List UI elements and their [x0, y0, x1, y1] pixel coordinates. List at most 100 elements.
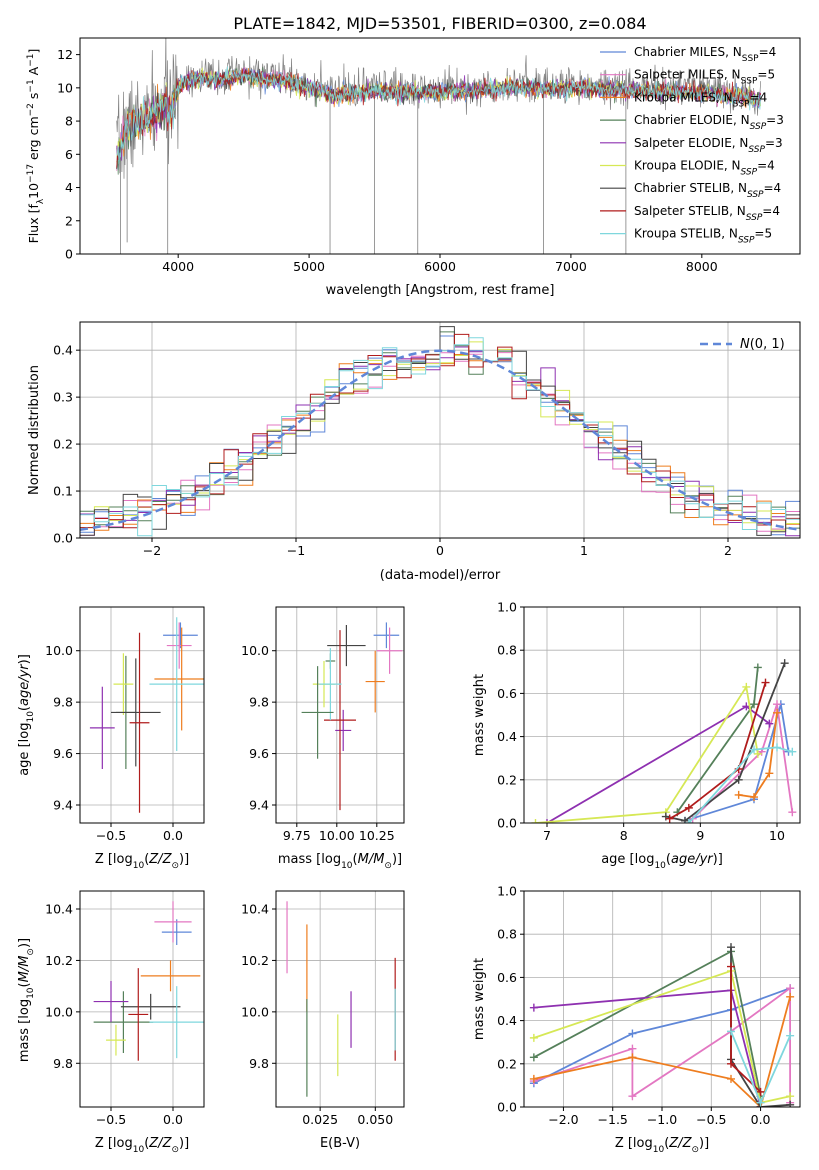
- mass-weight-point-marker: [727, 1059, 735, 1068]
- y-tick-label: 9.4: [53, 798, 73, 813]
- y-tick-label: 9.8: [53, 695, 73, 710]
- legend-entry-label: Kroupa STELIB, NSSP=5: [634, 227, 772, 246]
- y-tick-label: 9.6: [53, 746, 73, 761]
- y-tick-label: 0.4: [497, 729, 517, 744]
- y-tick-label: 1.0: [497, 884, 517, 899]
- legend-entry-label: Chabrier ELODIE, NSSP=3: [634, 113, 784, 132]
- mass-weight-point-marker: [727, 962, 735, 971]
- mass-weight-point-marker: [786, 1100, 795, 1107]
- plot-area: [116, 38, 762, 254]
- mass-weight-point-marker: [665, 814, 674, 823]
- mass-weight-point-marker: [786, 1031, 795, 1040]
- y-tick-label: 0.6: [497, 970, 517, 985]
- legend-entry-label: Chabrier STELIB, NSSP=4: [634, 181, 781, 200]
- y-tick-label: 0.6: [497, 686, 517, 701]
- plot-area: [531, 659, 797, 823]
- x-tick-label: 0.0: [751, 1112, 771, 1127]
- y-tick-label: 10.0: [241, 1004, 269, 1019]
- model-fit-line: [116, 66, 762, 164]
- mass-weight-point-marker: [788, 808, 797, 817]
- x-tick-label: 0: [436, 543, 444, 558]
- axes-frame: [523, 606, 801, 824]
- plot-area: [529, 943, 795, 1107]
- x-tick-label: 10.25: [359, 828, 395, 843]
- mass-weight-point-marker: [753, 749, 762, 758]
- mass-weight-point-marker: [753, 663, 762, 672]
- mass-weight-series-line: [535, 684, 759, 823]
- x-tick-label: 0.025: [302, 1112, 338, 1127]
- y-tick-label: 9.6: [249, 746, 269, 761]
- mass-weight-series-line: [669, 682, 767, 820]
- y-tick-label: 0.8: [497, 927, 517, 942]
- mass-weight-series-line: [692, 703, 794, 820]
- mass-weight-vs-Z-panel: −2.0 −1.5 −1.0 −0.5 0.0 0.0 0.2 0.4 0.6 0.8 1.0 Z […: [472, 884, 801, 1155]
- residual-histogram-step: [80, 326, 800, 536]
- x-tick-label: 0.0: [163, 828, 183, 843]
- mass-weight-point-marker: [684, 819, 693, 823]
- mass-weight-point-marker: [628, 1044, 637, 1053]
- x-tick-label: 1: [580, 543, 588, 558]
- x-tick-label: −0.5: [696, 1112, 726, 1127]
- mass-weight-point-marker: [773, 700, 781, 709]
- mass-vs-Z-x-axis-label: Z [log10(Z/Z⊙)]: [95, 1136, 189, 1155]
- mass-weight-point-marker: [750, 745, 758, 754]
- y-tick-label: 9.8: [249, 695, 269, 710]
- mass-weight-vs-age-y-axis-label: mass weight: [472, 674, 487, 756]
- spectrum-y-axis-label: Flux [fλ10−17 erg cm−2 s−1 A−1]: [26, 49, 46, 244]
- y-tick-label: 1.0: [497, 600, 517, 615]
- mass-weight-point-marker: [786, 1092, 795, 1101]
- mass-weight-point-marker: [727, 943, 735, 952]
- x-tick-label: −1.0: [647, 1112, 677, 1127]
- y-tick-label: 10: [57, 80, 73, 95]
- x-tick-label: −1.5: [598, 1112, 628, 1127]
- y-tick-label: 0.0: [53, 531, 73, 546]
- x-tick-label: 2: [724, 543, 732, 558]
- mass-weight-point-marker: [529, 1003, 538, 1012]
- mass-weight-series-line: [533, 986, 791, 1103]
- mass-weight-point-marker: [773, 743, 781, 752]
- mass-weight-point-marker: [750, 700, 758, 709]
- x-tick-label: 10.00: [319, 828, 355, 843]
- legend-entry-label: Kroupa MILES, NSSP=4: [634, 90, 767, 109]
- y-tick-label: 4: [65, 180, 73, 195]
- mass-weight-point-marker: [681, 816, 689, 823]
- legend-entry-label: N(0, 1): [740, 337, 785, 352]
- y-tick-label: 0.4: [497, 1013, 517, 1028]
- axes-frame: [275, 606, 405, 824]
- mass-vs-EBV-x-axis-label: E(B-V): [320, 1136, 360, 1151]
- x-tick-label: −0.5: [96, 828, 126, 843]
- x-tick-label: −0.5: [96, 1112, 126, 1127]
- mass-weight-point-marker: [628, 1092, 637, 1101]
- age-vs-Z-panel: −0.5 0.0 9.4 9.6 9.8 10.0 Z [log10(Z/Z⊙)] age […: [17, 606, 205, 871]
- y-tick-label: 0.8: [497, 643, 517, 658]
- mass-weight-point-marker: [756, 1098, 765, 1107]
- mass-weight-point-marker: [786, 992, 795, 1001]
- spectrum-x-axis-label: wavelength [Angstrom, rest frame]: [326, 283, 555, 298]
- mass-weight-point-marker: [756, 1087, 765, 1096]
- legend-entry-label: Salpeter STELIB, NSSP=4: [634, 204, 780, 223]
- axes-frame: [79, 890, 205, 1108]
- mass-weight-point-marker: [765, 769, 774, 778]
- plot-area: [286, 901, 396, 1097]
- mass-weight-vs-Z-y-axis-label: mass weight: [472, 958, 487, 1040]
- mass-weight-series-line: [533, 969, 791, 1104]
- mass-weight-point-marker: [529, 1033, 538, 1042]
- y-tick-label: 10.2: [45, 953, 73, 968]
- age-vs-mass-x-axis-label: mass [log10(M/M⊙)]: [278, 852, 402, 871]
- mass-weight-vs-age-panel: 7 8 9 10 0.0 0.2 0.4 0.6 0.8 1.0 age [log10(age/yr…: [472, 600, 801, 871]
- mass-weight-series-line: [665, 662, 786, 822]
- mass-weight-point-marker: [734, 775, 743, 784]
- mass-weight-point-marker: [786, 984, 795, 993]
- x-tick-label: 8: [620, 828, 628, 843]
- x-tick-label: 8000: [686, 259, 718, 274]
- y-tick-label: 0.4: [53, 343, 73, 358]
- residual-x-axis-label: (data-model)/error: [380, 568, 501, 583]
- mass-vs-EBV-panel: 0.025 0.050 9.8 10.0 10.2 10.4 E(B-V): [241, 890, 405, 1151]
- y-tick-label: 12: [57, 47, 73, 62]
- x-tick-label: −2: [143, 543, 161, 558]
- y-tick-label: 0.3: [53, 390, 73, 405]
- mass-weight-series-line: [738, 712, 778, 799]
- residual-histogram-step: [80, 337, 800, 537]
- x-tick-label: 0.0: [163, 1112, 183, 1127]
